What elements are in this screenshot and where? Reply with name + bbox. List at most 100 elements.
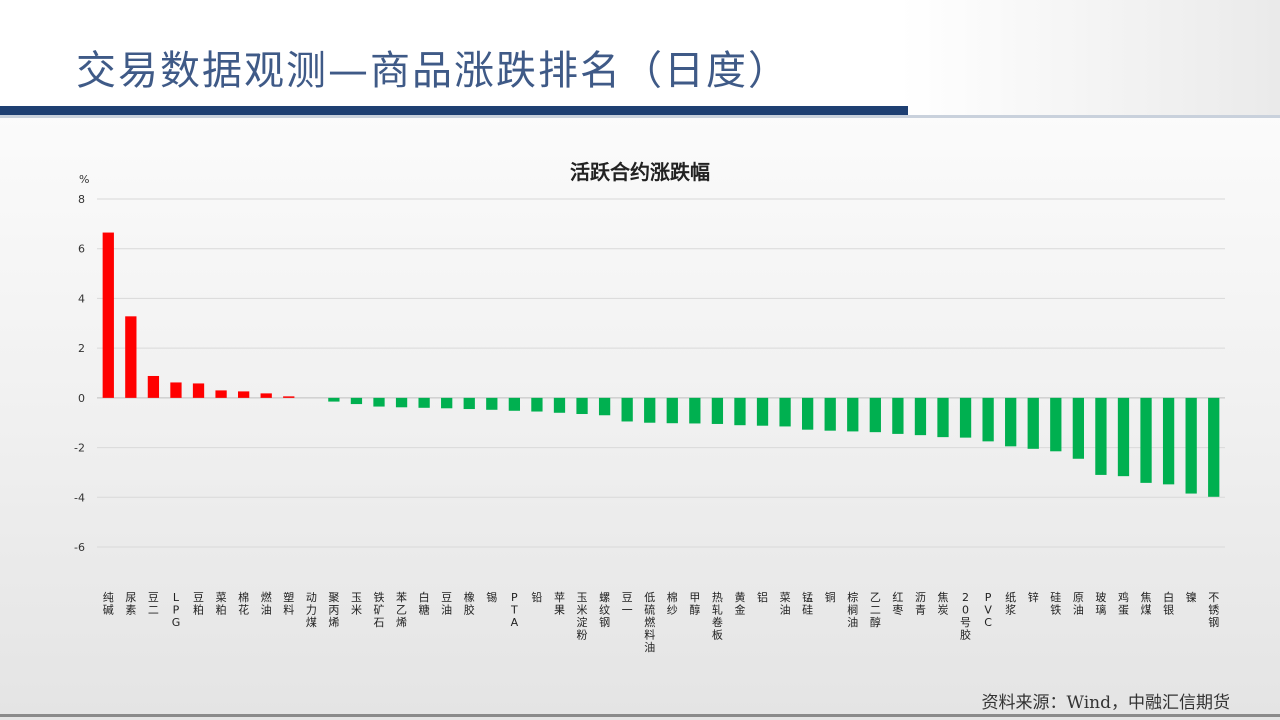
bar	[1072, 397, 1084, 459]
source-note: 资料来源：Wind，中融汇信期货	[981, 693, 1230, 713]
category-label: 黄金	[734, 590, 745, 617]
bar	[734, 397, 746, 426]
title-accent-line	[0, 115, 1280, 118]
category-label: 锌	[1028, 590, 1039, 604]
category-label: 铝	[757, 590, 768, 604]
y-tick-label: -6	[74, 541, 85, 554]
bar	[644, 397, 656, 423]
category-label: 白糖	[419, 590, 430, 617]
bar	[125, 316, 137, 398]
category-label: 2 0 号胶	[960, 591, 971, 642]
category-label: 低硫燃料油	[644, 591, 655, 654]
bar	[779, 397, 791, 427]
bar	[598, 397, 611, 416]
category-label: 燃油	[261, 590, 272, 617]
category-label: 红枣	[892, 591, 903, 617]
bar	[373, 397, 385, 407]
bar	[395, 397, 408, 408]
category-label: 铜	[825, 590, 836, 604]
category-label: 动力煤	[306, 591, 317, 629]
bar	[283, 396, 295, 398]
bar	[869, 397, 881, 433]
category-label: 棕榈油	[847, 590, 858, 629]
bar	[689, 397, 701, 424]
bar	[1095, 397, 1107, 475]
bar	[553, 397, 566, 413]
bar	[350, 397, 363, 405]
category-label: 棉花	[238, 590, 249, 617]
bar	[1140, 397, 1152, 483]
category-label: 塑料	[283, 590, 294, 617]
y-tick-label: 4	[78, 292, 85, 305]
bar	[531, 397, 543, 412]
bar	[1162, 397, 1175, 485]
bar	[937, 397, 949, 438]
category-label: 锡	[486, 590, 497, 604]
chart-title: 活跃合约涨跌幅	[570, 160, 710, 184]
bar	[192, 383, 205, 398]
bar	[1208, 397, 1220, 497]
y-axis: % 8 6 4 2 0 -2 -4 -6	[74, 173, 89, 554]
category-label: 纯碱	[103, 591, 114, 617]
category-label: 焦煤	[1141, 591, 1152, 617]
bar	[1027, 397, 1039, 449]
bottom-divider	[0, 714, 1280, 717]
category-label: 铅	[531, 590, 542, 604]
category-label: 纸浆	[1005, 591, 1016, 617]
bars	[102, 232, 1220, 497]
category-label: 热轧卷板	[712, 591, 723, 642]
bar	[711, 397, 724, 424]
bar	[170, 382, 182, 398]
y-tick-label: 6	[78, 243, 85, 256]
y-tick-label: -4	[74, 491, 85, 504]
category-label: 玉米	[351, 591, 362, 617]
bar	[1005, 397, 1017, 447]
bar	[147, 375, 160, 398]
y-tick-label: 0	[78, 392, 85, 405]
grid-lines	[97, 198, 1225, 548]
bar	[102, 232, 114, 398]
bar	[756, 397, 769, 426]
category-label: 原油	[1073, 591, 1084, 617]
y-tick-label: 2	[78, 342, 85, 355]
category-label: 豆油	[441, 591, 452, 617]
category-label: 锰硅	[802, 590, 813, 617]
slide-header: 交易数据观测—商品涨跌排名（日度）	[0, 0, 1280, 118]
bar	[824, 397, 836, 431]
bar	[328, 397, 340, 402]
category-label: 螺纹钢	[599, 591, 610, 629]
category-label: 豆粕	[193, 591, 204, 617]
y-axis-unit: %	[79, 173, 89, 186]
bar	[802, 397, 814, 430]
bar	[215, 390, 227, 398]
bar	[1050, 397, 1062, 452]
bar	[441, 397, 453, 409]
category-label: 苹果	[554, 590, 565, 617]
category-label: 棉纱	[667, 590, 678, 617]
category-label: 玉米淀粉	[577, 591, 588, 642]
slide-title: 交易数据观测—商品涨跌排名（日度）	[76, 48, 790, 94]
bar	[982, 397, 994, 442]
category-label: 尿素	[125, 591, 136, 617]
title-accent-bar	[0, 106, 908, 115]
header-decoration	[900, 0, 1280, 118]
category-label: 硅铁	[1050, 591, 1061, 617]
bar	[508, 397, 520, 411]
category-label: 白银	[1163, 590, 1174, 617]
category-label: 甲醇	[689, 591, 700, 617]
bar	[1117, 397, 1130, 477]
category-label: 豆一	[622, 591, 633, 617]
category-label: 聚丙烯	[328, 591, 339, 629]
bar	[959, 397, 972, 438]
bar	[847, 397, 859, 432]
category-label: 乙二醇	[870, 591, 881, 629]
bar	[666, 397, 678, 424]
category-label: 玻璃	[1095, 591, 1106, 617]
category-label: 焦炭	[938, 591, 949, 617]
category-label: 铁矿石	[374, 591, 385, 629]
bar	[1185, 397, 1197, 494]
